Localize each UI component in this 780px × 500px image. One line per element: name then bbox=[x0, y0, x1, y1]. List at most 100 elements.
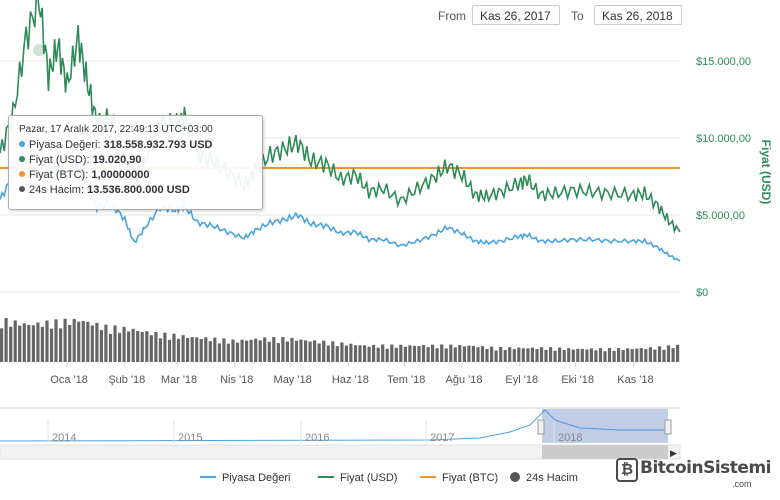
legend-item-volume[interactable]: 24s Hacim bbox=[510, 472, 578, 484]
volume-bar bbox=[104, 324, 108, 362]
volume-bar bbox=[544, 350, 548, 362]
volume-bar bbox=[18, 325, 22, 362]
volume-bar bbox=[530, 347, 534, 362]
volume-bar bbox=[580, 348, 584, 362]
tooltip-label: Fiyat (BTC): bbox=[29, 169, 89, 181]
volume-bar bbox=[213, 337, 217, 362]
volume-bar bbox=[335, 346, 339, 362]
tooltip-label: Piyasa Değeri: bbox=[29, 139, 101, 151]
volume-bar bbox=[589, 348, 593, 362]
volume-bar bbox=[322, 340, 326, 362]
volume-bar bbox=[167, 339, 172, 362]
tooltip-label: Fiyat (USD): bbox=[29, 154, 90, 166]
volume-bar bbox=[99, 330, 103, 362]
volume-bar bbox=[317, 343, 321, 362]
navigator-handle-left bbox=[537, 419, 545, 435]
volume-bar bbox=[326, 345, 330, 362]
volume-bar bbox=[394, 347, 398, 362]
volume-bar bbox=[263, 337, 267, 362]
legend-item-price-btc[interactable]: Fiyat (BTC) bbox=[420, 472, 498, 484]
volume-bar bbox=[535, 349, 539, 362]
volume-bar bbox=[118, 332, 122, 362]
volume-bar bbox=[666, 345, 671, 362]
legend: Piyasa Değeri Fiyat (USD) Fiyat (BTC) 24… bbox=[0, 472, 700, 490]
volume-bar bbox=[181, 335, 185, 362]
volume-bar bbox=[367, 346, 371, 362]
legend-item-market-cap[interactable]: Piyasa Değeri bbox=[200, 472, 290, 484]
volume-bar bbox=[285, 341, 289, 362]
tooltip-value: 1,00000000 bbox=[91, 169, 150, 181]
tooltip-row-price-btc: Fiyat (BTC): 1,00000000 bbox=[19, 168, 252, 183]
volume-bar bbox=[462, 346, 466, 362]
volume-bar bbox=[108, 333, 113, 362]
x-tick-label: Tem '18 bbox=[387, 374, 425, 386]
volume-bar bbox=[630, 349, 634, 362]
range-from-label: From bbox=[438, 9, 466, 23]
volume-bar bbox=[31, 325, 35, 362]
volume-bar bbox=[358, 345, 362, 362]
x-tick-label: Mar '18 bbox=[161, 374, 197, 386]
x-tick-label: Nis '18 bbox=[220, 374, 253, 386]
tooltip-row-volume: 24s Hacim: 13.536.800.000 USD bbox=[19, 183, 252, 198]
legend-item-price-usd[interactable]: Fiyat (USD) bbox=[318, 472, 397, 484]
volume-bar bbox=[304, 340, 308, 362]
tooltip-value: 318.558.932.793 USD bbox=[103, 139, 213, 151]
range-to-input[interactable]: Kas 26, 2018 bbox=[594, 5, 682, 25]
volume-bar bbox=[403, 346, 407, 362]
volume-bar bbox=[644, 349, 648, 362]
volume-bar bbox=[231, 339, 235, 362]
volume-bar bbox=[281, 337, 285, 362]
volume-bar bbox=[421, 345, 426, 362]
volume-bar bbox=[639, 348, 643, 362]
volume-bar bbox=[648, 347, 652, 362]
volume-bar bbox=[426, 347, 430, 362]
watermark-text: BitcoinSistemi bbox=[640, 458, 771, 478]
volume-bar bbox=[381, 344, 385, 362]
volume-bar bbox=[154, 332, 158, 362]
x-tick-label: Eyl '18 bbox=[505, 374, 538, 386]
volume-bar bbox=[9, 326, 13, 362]
scroll-right-icon: ▶ bbox=[670, 449, 677, 459]
volume-bar bbox=[163, 332, 167, 362]
bitcoin-b-icon: ₿ bbox=[616, 458, 638, 482]
volume-bar bbox=[363, 345, 367, 362]
volume-bar bbox=[558, 347, 562, 362]
volume-bar bbox=[490, 346, 494, 362]
volume-bar bbox=[72, 318, 76, 362]
tooltip-dot-icon bbox=[19, 156, 25, 162]
volume-bar bbox=[272, 337, 276, 362]
volume-bar bbox=[671, 348, 675, 362]
tooltip-row-price-usd: Fiyat (USD): 19.020,90 bbox=[19, 153, 252, 168]
volume-bar bbox=[571, 349, 575, 362]
volume-bar bbox=[195, 337, 199, 362]
volume-bar bbox=[585, 349, 589, 362]
tooltip-label: 24s Hacim: bbox=[29, 184, 85, 196]
volume-bar bbox=[127, 331, 131, 362]
volume-bar bbox=[453, 347, 457, 362]
volume-bar bbox=[176, 338, 181, 362]
volume-bar bbox=[13, 320, 17, 362]
navigator-selection bbox=[542, 409, 668, 443]
range-from-input[interactable]: Kas 26, 2017 bbox=[472, 5, 560, 25]
volume-bar bbox=[576, 348, 580, 362]
volume-bar bbox=[417, 346, 421, 362]
volume-bar bbox=[594, 350, 598, 362]
volume-bar bbox=[186, 337, 190, 362]
volume-bar bbox=[258, 340, 262, 362]
volume-bar bbox=[549, 347, 553, 362]
volume-bar bbox=[372, 344, 376, 362]
volume-bar bbox=[49, 328, 54, 362]
y-axis-label: Fiyat (USD) bbox=[759, 140, 773, 205]
watermark-logo: ₿ BitcoinSistemi .com bbox=[612, 452, 778, 496]
volume-bar bbox=[399, 344, 403, 362]
volume-bar bbox=[63, 318, 67, 362]
tooltip-value: 13.536.800.000 USD bbox=[87, 184, 190, 196]
volume-bar bbox=[517, 347, 521, 362]
volume-bar bbox=[0, 328, 4, 363]
volume-bar bbox=[408, 345, 412, 362]
volume-bar bbox=[313, 340, 317, 362]
y-tick-label: $0 bbox=[696, 287, 708, 299]
volume-bar bbox=[299, 339, 303, 362]
hover-marker bbox=[33, 44, 46, 56]
